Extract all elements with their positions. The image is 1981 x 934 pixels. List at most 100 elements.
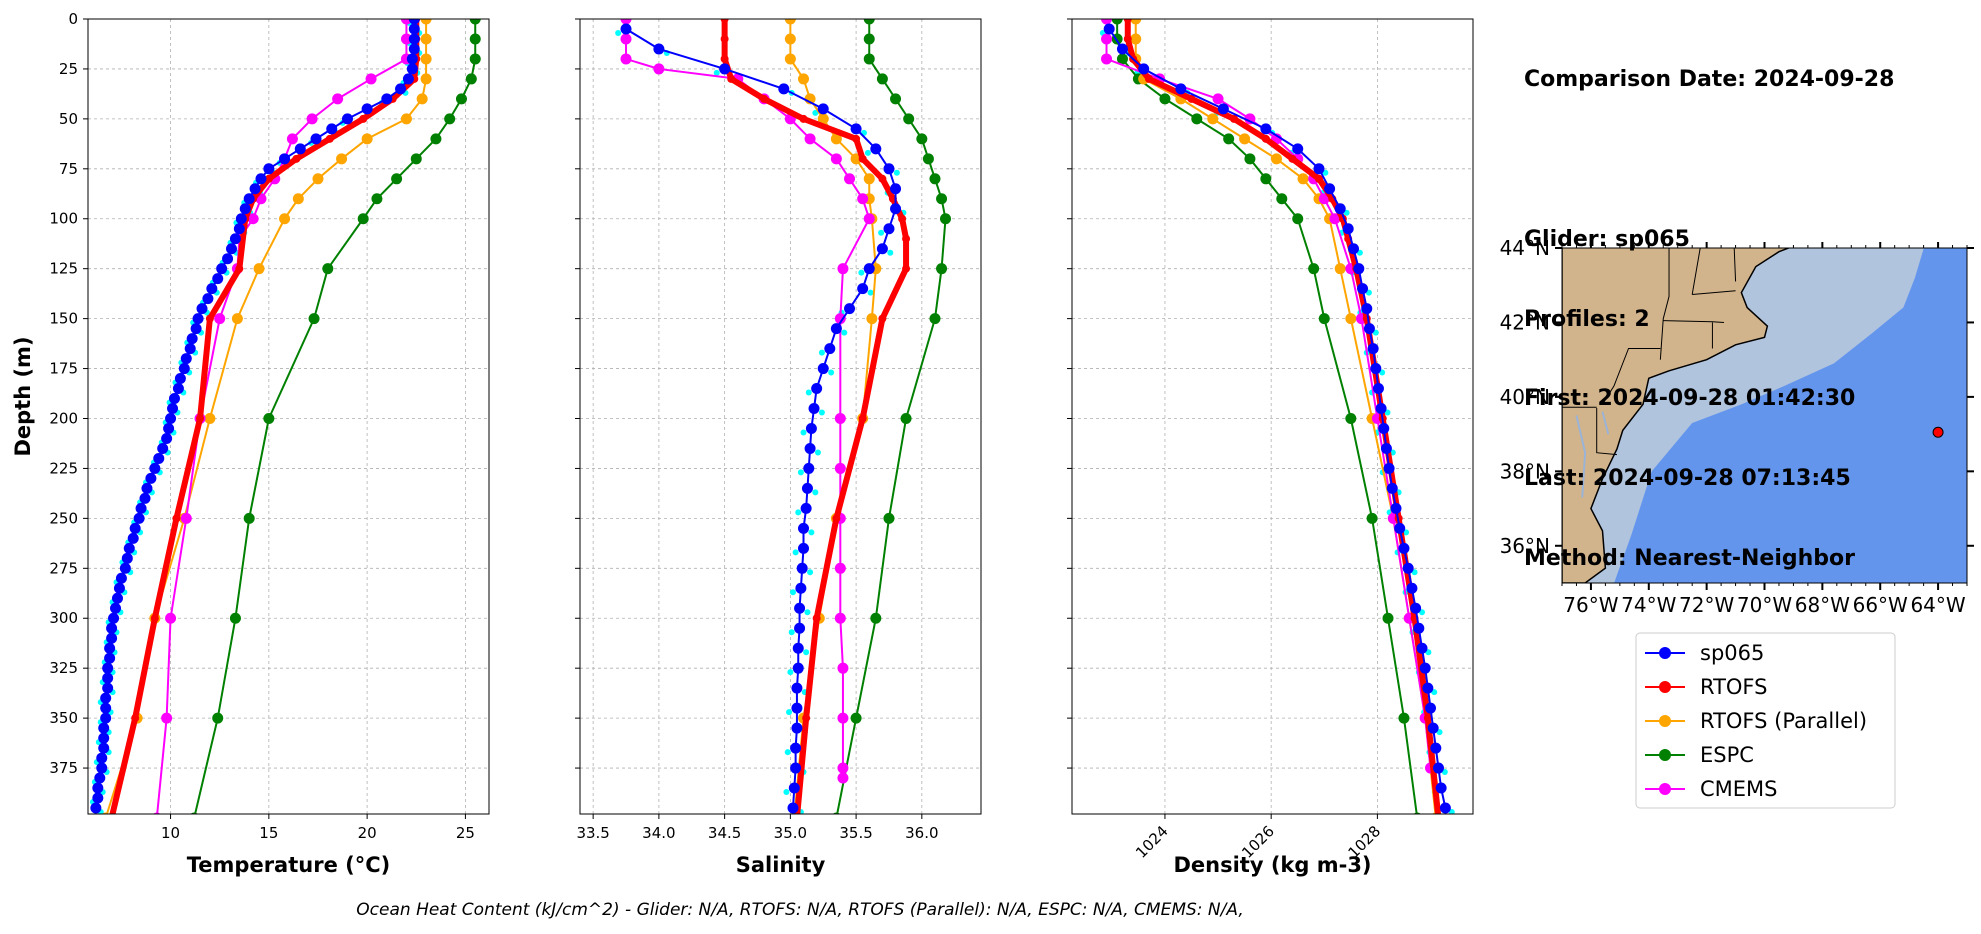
legend-swatch-marker (1659, 749, 1671, 761)
series-point (361, 103, 373, 115)
series-point (852, 134, 861, 143)
map-y-tick-label: 38°N (1500, 459, 1550, 483)
series-point (1123, 19, 1132, 23)
series-point (1270, 153, 1282, 165)
x-tick-label: 20 (358, 824, 377, 842)
series-point (1353, 263, 1365, 275)
series-point (279, 213, 291, 225)
series-point (837, 772, 849, 784)
raw-glider-point (797, 469, 804, 476)
series-point (620, 19, 632, 25)
ohc-footer: Ocean Heat Content (kJ/cm^2) - Glider: N… (356, 900, 1244, 920)
series-point (902, 234, 911, 243)
series-point (150, 614, 159, 623)
legend-box (1635, 632, 1896, 809)
series-point (878, 314, 887, 323)
series-point (1345, 313, 1357, 325)
series-point (857, 193, 869, 205)
glider-position-marker (1932, 426, 1944, 438)
state-border (1691, 248, 1701, 295)
series-point (834, 313, 846, 325)
y-tick-label: 175 (49, 360, 78, 378)
raw-glider-point (803, 649, 810, 656)
series-point (1390, 502, 1402, 514)
series-point (127, 532, 139, 544)
series-point (172, 383, 184, 395)
series-point (890, 203, 902, 215)
series-point (883, 512, 895, 524)
series-point (1347, 243, 1359, 255)
series-point (253, 263, 265, 275)
chesapeake-bay (1575, 415, 1587, 498)
series-point (361, 133, 373, 145)
series-point (817, 363, 829, 375)
series-point (102, 662, 114, 674)
series-point (196, 303, 208, 315)
raw-glider-point (858, 269, 865, 276)
series-point (231, 313, 243, 325)
series-point (1398, 542, 1410, 554)
series-point (1103, 23, 1115, 35)
series-point (163, 422, 175, 434)
series-point (863, 213, 875, 225)
series-point (1276, 193, 1288, 205)
raw-glider-point (783, 789, 790, 796)
series-point (1386, 482, 1398, 494)
series-point (1378, 422, 1390, 434)
x-tick-label: 34.0 (642, 824, 675, 842)
series-point (90, 802, 102, 814)
series-point (792, 642, 804, 654)
series-point (286, 133, 298, 145)
series-point (863, 19, 875, 25)
raw-glider-point (792, 549, 799, 556)
series-point (1382, 612, 1394, 624)
series-point (929, 173, 941, 185)
series-point (444, 113, 456, 125)
series-point (1292, 213, 1304, 225)
series-point (115, 572, 127, 584)
raw-glider-point (808, 529, 815, 536)
legend-swatch-marker (1659, 681, 1671, 693)
series-point (365, 73, 377, 85)
series-point (465, 73, 477, 85)
series-point (1334, 263, 1346, 275)
y-tick-label: 350 (49, 709, 78, 727)
series-point (1159, 93, 1171, 105)
series-cmems (620, 19, 875, 784)
series-point (186, 333, 198, 345)
y-tick-label: 125 (49, 260, 78, 278)
series-point (870, 143, 882, 155)
series-point (229, 612, 241, 624)
series-point (791, 702, 803, 714)
series-rtofs (720, 19, 911, 814)
series-point (720, 34, 729, 43)
y-axis-label: Depth (m) (11, 336, 35, 456)
series-point (794, 602, 806, 614)
y-tick-label: 200 (49, 409, 78, 427)
series-point (936, 263, 948, 275)
raw-glider-point (788, 629, 795, 636)
series-point (98, 732, 110, 744)
series-point (837, 762, 849, 774)
raw-glider-point (893, 169, 900, 176)
series-point (174, 373, 186, 385)
series-point (1116, 53, 1128, 65)
series-point (653, 43, 665, 55)
series-point (410, 153, 422, 165)
glider-name: Glider: sp065 (1524, 226, 1690, 252)
series-point (469, 33, 481, 45)
series-point (391, 173, 403, 185)
series-point (850, 712, 862, 724)
raw-glider-point (864, 149, 871, 156)
series-cmems (153, 19, 412, 814)
raw-glider-point (818, 409, 825, 416)
series-point (332, 93, 344, 105)
series-point (420, 19, 432, 25)
series-point (803, 462, 815, 474)
series-point (799, 114, 808, 123)
series-point (804, 133, 816, 145)
series-point (357, 213, 369, 225)
raw-glider-point (812, 109, 819, 116)
map-x-tick-label: 74°W (1621, 593, 1676, 617)
series-point (161, 712, 173, 724)
